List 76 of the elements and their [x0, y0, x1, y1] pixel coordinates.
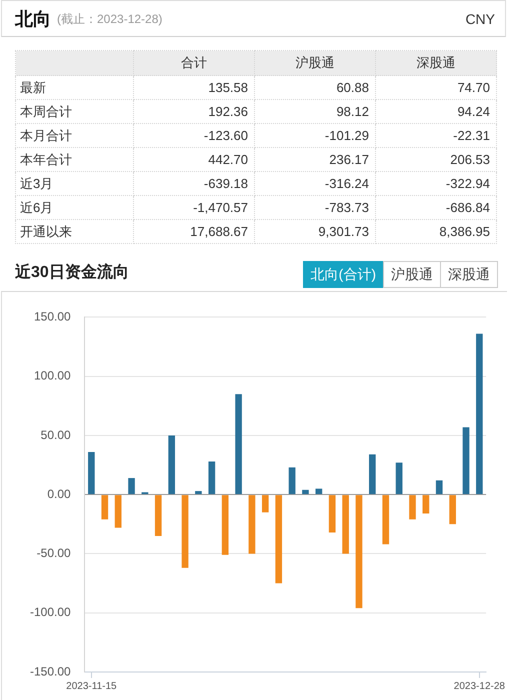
bar — [315, 488, 322, 494]
bar — [208, 461, 216, 494]
tab: 沪股通 — [383, 261, 441, 288]
data-label: -686.84 — [376, 196, 496, 220]
bar — [168, 435, 176, 494]
bar — [356, 495, 362, 608]
x-tick-label: 2023-11-15 — [66, 680, 118, 692]
bar — [396, 462, 402, 494]
text: 合计 — [134, 50, 254, 76]
category-label: 最新 — [16, 76, 134, 100]
data-label: -22.31 — [376, 124, 496, 148]
data-label: 8,386.95 — [376, 220, 496, 244]
bar — [248, 495, 256, 554]
bar — [449, 495, 456, 524]
data-label: 98.12 — [254, 100, 376, 124]
bar — [476, 334, 483, 494]
data-label: -322.94 — [376, 172, 496, 196]
y-tick-label: 50.00 — [40, 428, 72, 442]
y-tick-label: 150.00 — [34, 310, 72, 324]
category-label: 本周合计 — [16, 100, 134, 124]
text: CNY — [465, 10, 495, 26]
chart-title: 近30日资金流向 — [15, 262, 129, 283]
text: 北向 — [15, 8, 51, 30]
data-label: -101.29 — [254, 124, 376, 148]
data-label: -783.73 — [254, 196, 376, 220]
bar — [114, 495, 122, 528]
data-label: -1,470.57 — [134, 196, 254, 220]
bar — [101, 495, 108, 520]
tab: 深股通 — [440, 261, 498, 288]
bar — [88, 452, 95, 494]
y-tick-label: 0.00 — [47, 486, 72, 501]
bar — [262, 495, 269, 512]
data-label: -316.24 — [254, 172, 376, 196]
text: (截止：2023-12-28) — [57, 11, 162, 28]
text: 沪股通 — [254, 50, 376, 76]
bar — [422, 495, 430, 514]
data-label: 442.70 — [134, 148, 254, 172]
y-tick-label: -150.00 — [30, 664, 72, 678]
category-label: 近3月 — [16, 172, 134, 196]
data-label: -123.60 — [134, 124, 254, 148]
bar — [195, 491, 202, 494]
bar — [409, 495, 416, 520]
bar — [436, 480, 443, 494]
category-label: 本月合计 — [16, 124, 134, 148]
data-label: 236.17 — [254, 148, 376, 172]
data-label: 135.58 — [134, 76, 254, 100]
y-tick-label: -50.00 — [36, 546, 72, 560]
data-label: -639.18 — [134, 172, 254, 196]
bar — [382, 495, 390, 544]
category-label: 本年合计 — [16, 148, 134, 172]
bar — [222, 495, 229, 555]
data-label: 17,688.67 — [134, 220, 254, 244]
y-tick-label: 100.00 — [34, 368, 72, 383]
tab: 北向(合计) — [302, 261, 384, 288]
x-tick-label: 2023-12-28 — [454, 680, 506, 692]
bar — [302, 490, 309, 494]
category-label: 近6月 — [16, 196, 134, 220]
bar — [342, 495, 349, 554]
bar — [369, 454, 376, 494]
bar — [182, 495, 188, 568]
data-label: 74.70 — [376, 76, 496, 100]
data-label: 192.36 — [134, 100, 254, 124]
data-label: 94.24 — [376, 100, 496, 124]
bar — [288, 467, 296, 494]
bar — [154, 495, 162, 536]
y-tick-label: -100.00 — [30, 605, 72, 620]
bar — [275, 495, 282, 584]
bar — [128, 478, 135, 494]
data-label: 206.53 — [376, 148, 496, 172]
data-label: 60.88 — [254, 76, 376, 100]
text: 深股通 — [376, 50, 496, 76]
bar — [235, 394, 242, 494]
data-label: 9,301.73 — [254, 220, 376, 244]
category-label: 开通以来 — [16, 220, 134, 244]
bar — [462, 427, 470, 494]
bar — [328, 495, 336, 532]
